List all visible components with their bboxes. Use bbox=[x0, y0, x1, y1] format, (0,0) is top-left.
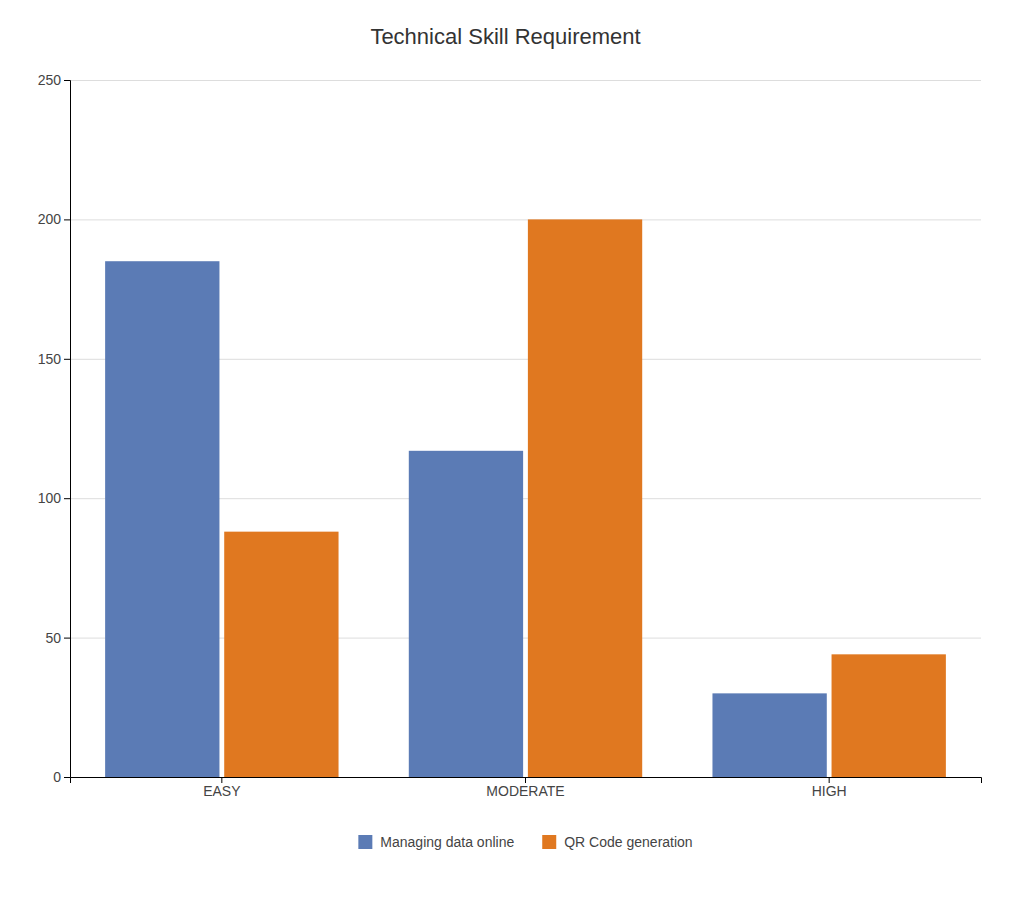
x-tick-label: MODERATE bbox=[486, 783, 564, 799]
x-tick: MODERATE bbox=[486, 777, 564, 799]
legend-swatch bbox=[358, 835, 372, 849]
legend-item: Managing data online bbox=[358, 834, 514, 850]
y-tick-mark bbox=[64, 219, 70, 220]
y-tick: 200 bbox=[38, 211, 70, 227]
y-tick-mark bbox=[64, 80, 70, 81]
y-axis-line bbox=[64, 81, 71, 778]
legend-swatch bbox=[542, 835, 556, 849]
x-tick: HIGH bbox=[812, 777, 847, 799]
x-axis: EASY MODERATE HIGH bbox=[71, 777, 982, 799]
grid-line bbox=[70, 219, 981, 220]
y-axis: 0 50 100 150 200 250 bbox=[38, 72, 71, 785]
y-tick-label: 200 bbox=[38, 211, 62, 227]
chart-container: 0 50 100 150 200 250 EASY MODERATE HIGH Technical… bbox=[0, 0, 1011, 897]
grid bbox=[70, 81, 981, 778]
grid-tick bbox=[70, 219, 981, 220]
bar bbox=[712, 693, 826, 777]
legend-label: QR Code generation bbox=[564, 834, 692, 850]
grid-line bbox=[70, 80, 981, 81]
y-tick: 50 bbox=[45, 630, 70, 646]
x-tick-label: HIGH bbox=[812, 783, 847, 799]
y-tick-label: 0 bbox=[53, 769, 61, 785]
y-tick: 250 bbox=[38, 72, 70, 88]
x-tick-label: EASY bbox=[203, 783, 241, 799]
y-tick-mark bbox=[64, 638, 70, 639]
bars bbox=[105, 219, 946, 777]
bar-series bbox=[105, 261, 827, 777]
legend: Managing data online QR Code generation bbox=[358, 834, 692, 850]
y-tick-label: 50 bbox=[45, 630, 61, 646]
y-tick: 150 bbox=[38, 351, 70, 367]
grid-tick bbox=[70, 80, 981, 81]
plot-root: 0 50 100 150 200 250 EASY MODERATE HIGH bbox=[38, 72, 982, 799]
y-tick-label: 150 bbox=[38, 351, 62, 367]
bar bbox=[409, 451, 523, 777]
y-tick: 0 bbox=[53, 769, 70, 785]
bar-series bbox=[224, 219, 946, 777]
legend-item: QR Code generation bbox=[542, 834, 692, 850]
y-tick-label: 100 bbox=[38, 490, 62, 506]
y-tick-label: 250 bbox=[38, 72, 62, 88]
legend-label: Managing data online bbox=[380, 834, 514, 850]
y-tick-mark bbox=[64, 359, 70, 360]
bar bbox=[528, 219, 642, 777]
chart-title: Technical Skill Requirement bbox=[370, 24, 640, 49]
bar bbox=[832, 654, 946, 777]
bar bbox=[105, 261, 219, 777]
chart-svg: 0 50 100 150 200 250 EASY MODERATE HIGH Technical… bbox=[0, 0, 1011, 897]
bar bbox=[224, 532, 338, 777]
x-tick: EASY bbox=[203, 777, 241, 799]
y-tick-mark bbox=[64, 498, 70, 499]
y-tick-mark bbox=[64, 777, 70, 778]
y-tick: 100 bbox=[38, 490, 70, 506]
